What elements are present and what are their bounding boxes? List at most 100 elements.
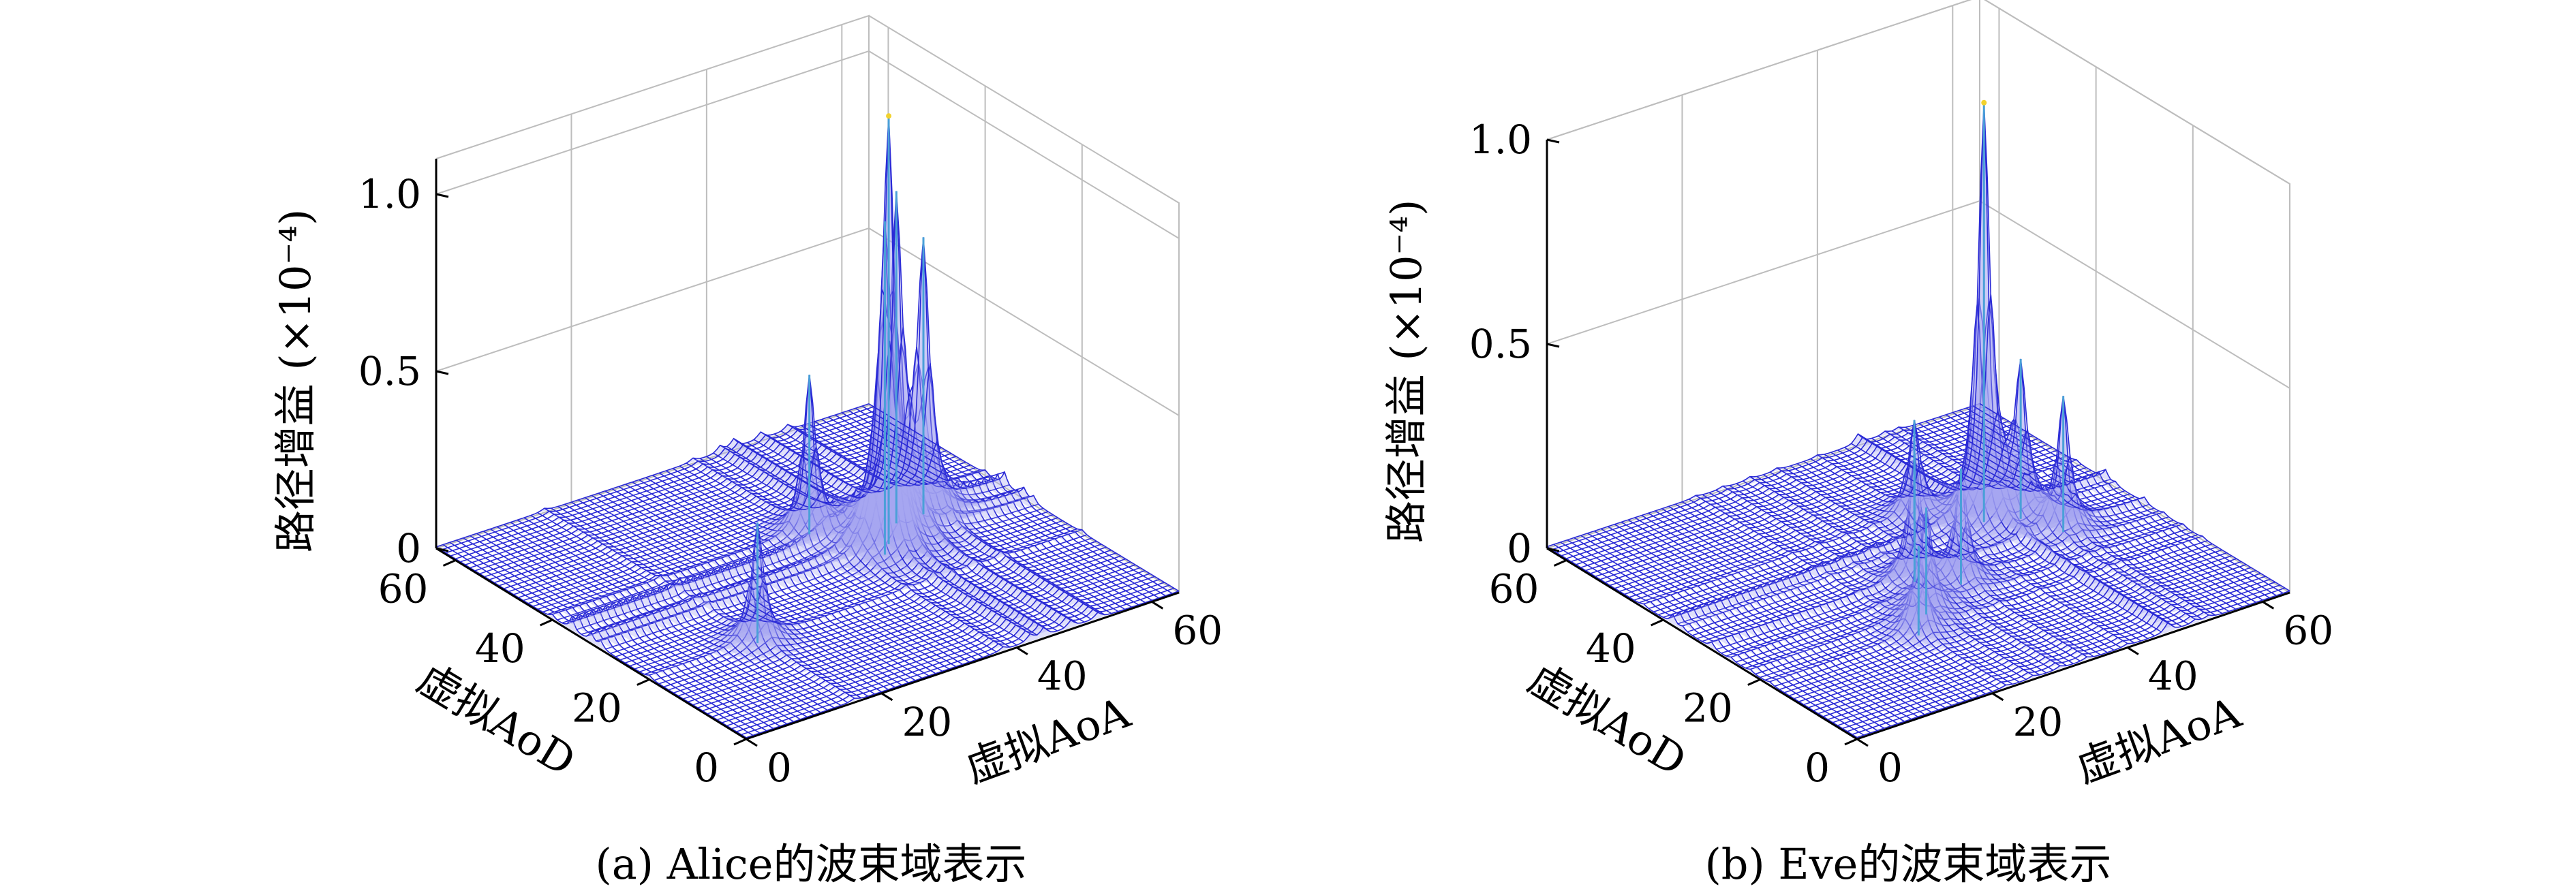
mesh-line-aoa	[1567, 539, 1878, 732]
x-axis-title: 虚拟AoA	[959, 687, 1137, 793]
y-tick-label: 0	[1805, 745, 1830, 791]
x-tick	[1016, 646, 1028, 655]
mesh-line-aoa	[1884, 358, 2196, 620]
y-tick-label: 20	[572, 685, 622, 732]
mesh-line-aoa	[1871, 409, 2182, 627]
mesh-line-aoa	[787, 237, 1099, 613]
x-tick	[1151, 601, 1164, 610]
mesh-line-aoa	[1688, 499, 1999, 689]
x-axis-line	[746, 591, 1180, 740]
mesh-line-aoa	[1708, 492, 2020, 683]
mesh-line-aoa	[1661, 508, 1973, 700]
mesh-line-aoa	[753, 341, 1064, 629]
mesh-line-aoa	[841, 412, 1152, 601]
mesh-line-aoa	[591, 495, 902, 686]
mesh-line-aoa	[1574, 537, 1885, 729]
mesh-line-aoa	[1675, 503, 1986, 695]
mesh-line-aoa	[510, 522, 821, 713]
mesh-line-aoa	[1945, 414, 2256, 603]
mesh-line-aoa	[604, 490, 916, 681]
mesh-line-aoa	[544, 507, 855, 699]
mesh-line-aoa	[611, 488, 923, 679]
y-tick	[1844, 738, 1858, 746]
x-tick	[880, 692, 893, 702]
mesh-line-aoa	[1749, 454, 2061, 667]
x-tick	[746, 738, 758, 747]
x-tick	[1991, 692, 2004, 702]
mesh-line-aoa	[503, 524, 814, 715]
y-tick	[733, 738, 747, 746]
y-tick-label: 20	[1683, 685, 1733, 732]
mesh-line-aoa	[1783, 467, 2094, 657]
mesh-line-aoa	[1668, 505, 1980, 697]
y-axis-line	[435, 547, 747, 740]
mesh-line-aoa	[1736, 483, 2047, 674]
mesh-line-aoa	[1912, 425, 2223, 614]
mesh-line-aoa	[1715, 489, 2027, 680]
y-tick-label: 40	[475, 625, 525, 672]
mesh-line-aoa	[1648, 512, 1959, 704]
y-tick	[442, 559, 457, 567]
mesh-line-aoa	[720, 221, 1031, 635]
mesh-line-aoa	[1790, 465, 2101, 655]
mesh-line-aoa	[1729, 485, 2040, 676]
mesh-line-aoa	[773, 392, 1085, 623]
mesh-line-aoa	[1979, 403, 2290, 592]
mesh-line-aoa	[1837, 450, 2149, 640]
mesh-line-aoa	[1614, 524, 1925, 715]
mesh-line-aoa	[1553, 544, 1865, 736]
mesh-line-aoa	[1546, 546, 1858, 738]
y-axis-title: 虚拟AoD	[409, 653, 584, 785]
surface-mesh	[1546, 99, 2290, 738]
mesh-line-aoa	[489, 528, 801, 720]
x-tick-label: 40	[1037, 653, 1088, 700]
panel-caption: (a) Alice的波束域表示	[596, 839, 1027, 889]
mesh-line-aoa	[584, 497, 895, 688]
mesh-line-aoa	[1702, 494, 2013, 685]
mesh-line-aoa	[639, 479, 950, 670]
mesh-line-aoa	[861, 405, 1173, 594]
mesh-line-aoa	[821, 419, 1132, 608]
mesh-line-aoa	[1877, 418, 2189, 625]
mesh-line-aoa	[442, 544, 754, 736]
x-tick-label: 20	[2012, 699, 2063, 745]
z-tick-label: 1.0	[1469, 116, 1532, 163]
z-tick-label: 0	[1507, 525, 1532, 571]
mesh-line-aoa	[1952, 411, 2263, 601]
mesh-line-aoa	[1803, 460, 2115, 651]
y-tick	[1747, 678, 1761, 686]
mesh-line-aoa	[699, 446, 1011, 648]
x-tick	[2127, 646, 2139, 655]
mesh-line-aoa	[551, 507, 862, 699]
z-tick-label: 0	[396, 525, 421, 571]
peak-top-0	[886, 113, 892, 119]
mesh-line-aoa	[1743, 480, 2054, 671]
z-axis-title: 路径增益 (×10⁻⁴)	[1381, 200, 1431, 544]
x-tick-label: 0	[767, 745, 792, 791]
y-tick	[637, 678, 650, 686]
mesh-line-aoa	[1776, 467, 2087, 657]
mesh-line-aoa	[1925, 420, 2237, 610]
mesh-line-aoa	[449, 542, 761, 734]
y-axis-line	[1546, 547, 1858, 740]
mesh-line-aoa	[463, 537, 774, 730]
z-gridline	[435, 404, 1180, 593]
x-tick	[2262, 601, 2275, 610]
mesh-line-aoa	[1824, 454, 2135, 644]
mesh-line-aoa	[523, 517, 835, 708]
mesh-line-aoa	[1918, 423, 2230, 612]
x-tick-label: 20	[902, 699, 952, 745]
z-axis: 0 0.5 1.0 路径增益 (×10⁻⁴)	[1381, 116, 1560, 571]
mesh-line-aoa	[1627, 519, 1939, 710]
x-tick-label: 0	[1877, 745, 1903, 791]
mesh-line-aoa	[1681, 501, 1993, 692]
z-tick-label: 1.0	[358, 171, 421, 217]
y-tick	[1553, 559, 1567, 567]
x-axis: 0 20 40 60 虚拟AoA	[746, 591, 1223, 793]
mesh-line-aoa	[794, 362, 1105, 616]
x-tick-label: 40	[2148, 653, 2198, 700]
panel-b: 0 0.5 1.0 路径增益 (×10⁻⁴) 0 20 40 60 虚拟AoD 0 20 40 60 虚拟…	[1381, 0, 2333, 889]
mesh-line-aoa	[652, 475, 963, 665]
peak-top-0	[1981, 99, 1987, 106]
mesh-line-aoa	[679, 465, 990, 655]
